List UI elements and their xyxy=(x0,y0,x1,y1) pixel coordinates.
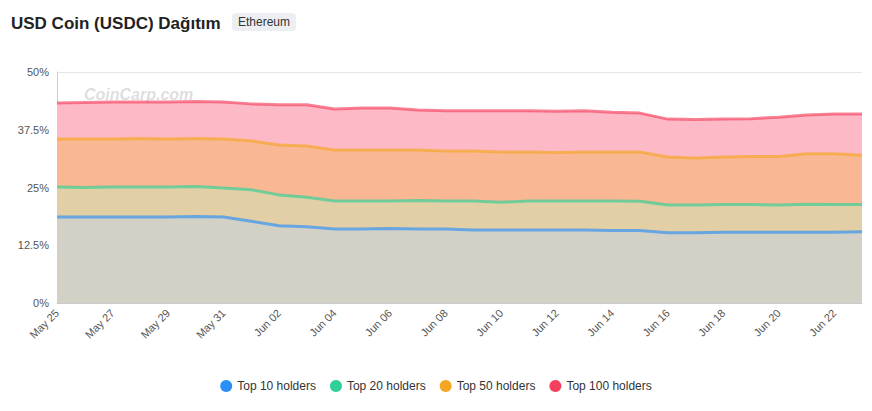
svg-text:Jun 06: Jun 06 xyxy=(363,307,395,339)
svg-text:37.5%: 37.5% xyxy=(18,124,49,136)
svg-text:50%: 50% xyxy=(27,66,49,78)
svg-text:Top 50 holders: Top 50 holders xyxy=(457,379,536,393)
svg-text:Jun 18: Jun 18 xyxy=(696,307,728,339)
svg-text:May 29: May 29 xyxy=(138,307,172,341)
svg-text:May 31: May 31 xyxy=(194,307,228,341)
svg-text:Jun 12: Jun 12 xyxy=(529,307,561,339)
svg-text:Jun 16: Jun 16 xyxy=(640,307,672,339)
svg-text:0%: 0% xyxy=(33,297,49,309)
svg-text:Top 20 holders: Top 20 holders xyxy=(347,379,426,393)
svg-text:25%: 25% xyxy=(27,182,49,194)
svg-text:Jun 08: Jun 08 xyxy=(418,307,450,339)
svg-text:May 27: May 27 xyxy=(83,307,117,341)
svg-text:Jun 22: Jun 22 xyxy=(807,307,839,339)
svg-text:Ethereum: Ethereum xyxy=(238,15,290,29)
svg-text:Top 100 holders: Top 100 holders xyxy=(566,379,651,393)
svg-text:Jun 02: Jun 02 xyxy=(252,307,284,339)
svg-text:May 25: May 25 xyxy=(27,307,61,341)
svg-text:Jun 04: Jun 04 xyxy=(307,307,339,339)
svg-text:Jun 14: Jun 14 xyxy=(585,307,617,339)
svg-text:Top 10 holders: Top 10 holders xyxy=(237,379,316,393)
svg-text:CoinCarp.com: CoinCarp.com xyxy=(84,86,193,103)
svg-text:Jun 10: Jun 10 xyxy=(474,307,506,339)
svg-text:Jun 20: Jun 20 xyxy=(751,307,783,339)
svg-text:12.5%: 12.5% xyxy=(18,239,49,251)
svg-text:USD Coin (USDC) Dağıtım: USD Coin (USDC) Dağıtım xyxy=(11,14,221,33)
